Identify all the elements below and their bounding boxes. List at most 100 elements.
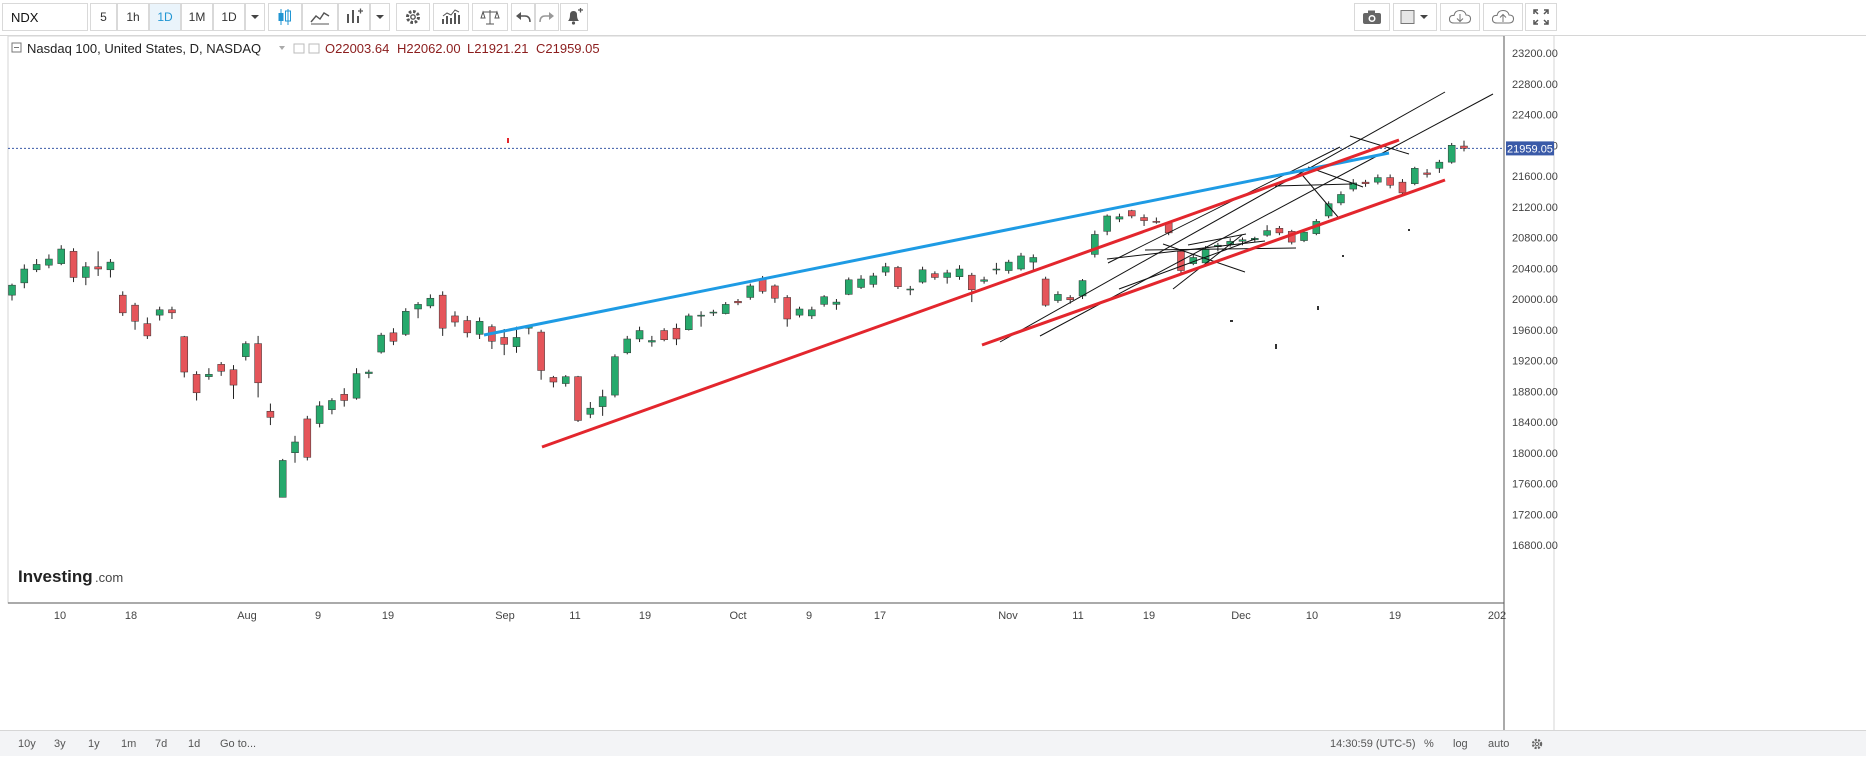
candle-body-up <box>155 309 164 316</box>
candle <box>118 291 127 316</box>
legend: Nasdaq 100, United States, D, NASDAQ O22… <box>11 41 600 56</box>
compare-dropdown[interactable] <box>370 3 390 31</box>
studies-button[interactable] <box>433 3 469 31</box>
candle <box>635 326 644 343</box>
price-tick-label: 20000.00 <box>1512 294 1558 306</box>
trendline-red-upper[interactable] <box>541 138 1400 449</box>
candle-body-down <box>672 327 681 340</box>
candle <box>1349 179 1357 192</box>
time-tick-label: 10 <box>1306 610 1318 622</box>
range-10y[interactable]: 10y <box>18 738 36 750</box>
candle <box>746 283 755 300</box>
percent-scale-toggle[interactable]: % <box>1424 738 1434 750</box>
candle <box>795 306 804 318</box>
create-alert-button[interactable] <box>560 3 588 31</box>
ohlc-high: H22062.00 <box>397 41 461 56</box>
candle <box>869 272 878 288</box>
toolbar: NDX 5 1h 1D 1M 1D <box>0 0 1866 36</box>
candle <box>537 329 545 380</box>
time-axis: 10 18 Aug 9 19 Sep 11 19 Oct 9 17 Nov 11 19 Dec 10 19 202 <box>54 610 1506 622</box>
candle-body-up <box>1337 194 1345 204</box>
candle-body-up <box>820 296 828 305</box>
candle <box>808 306 816 319</box>
candle <box>820 295 828 307</box>
range-7d[interactable]: 7d <box>155 738 168 750</box>
range-1d[interactable]: 1d <box>188 738 201 750</box>
interval-custom[interactable]: 1D <box>213 3 245 31</box>
candle-body-down <box>931 273 939 278</box>
fullscreen-button[interactable] <box>1525 3 1557 31</box>
clock-time: 14:30:59 (UTC-5) <box>1330 738 1416 750</box>
symbol-input[interactable]: NDX <box>2 3 88 31</box>
drawings[interactable] <box>483 91 1494 449</box>
candle-body-up <box>832 301 841 305</box>
interval-5m[interactable]: 5 <box>90 3 117 31</box>
load-chart-button[interactable] <box>1440 3 1480 31</box>
candle-body-up <box>45 258 53 266</box>
auto-scale-toggle[interactable]: auto <box>1488 738 1510 750</box>
candle-body-down <box>143 323 152 337</box>
redo-button[interactable] <box>535 3 559 31</box>
candle <box>155 306 164 321</box>
interval-1h[interactable]: 1h <box>117 3 149 31</box>
candle <box>1423 169 1431 178</box>
candle <box>180 335 189 378</box>
range-1m[interactable]: 1m <box>121 738 137 750</box>
candle-body-down <box>94 266 102 270</box>
chart-properties-button[interactable] <box>1530 735 1544 753</box>
candle <box>1263 225 1271 237</box>
range-1y[interactable]: 1y <box>88 738 100 750</box>
candle-body-up <box>721 304 730 314</box>
undo-button[interactable] <box>511 3 535 31</box>
candle <box>82 262 90 286</box>
compare-button[interactable] <box>338 3 370 31</box>
price-tick-label: 17600.00 <box>1512 479 1558 491</box>
candle-body-down <box>217 364 225 372</box>
candle-body-down <box>229 369 238 386</box>
candle-body-down <box>451 315 459 323</box>
candle-body-up <box>1103 215 1111 232</box>
layout-button[interactable] <box>1393 3 1437 31</box>
candle <box>1128 209 1136 219</box>
time-tick-label: 19 <box>382 610 394 622</box>
candlestick-icon <box>278 9 291 25</box>
chevron-down-icon <box>376 15 384 19</box>
eye-icon[interactable] <box>293 43 305 54</box>
goto-date-button[interactable]: Go to... <box>220 738 257 750</box>
log-scale-toggle[interactable]: log <box>1453 738 1468 750</box>
candle-body-up <box>402 311 410 335</box>
candle-body-up <box>611 356 619 396</box>
candle-body-down <box>1066 297 1074 301</box>
compare-symbols-button[interactable] <box>472 3 508 31</box>
chevron-down-icon <box>251 15 259 19</box>
trendline-blue[interactable] <box>483 151 1390 337</box>
cloud-upload-icon <box>1491 9 1515 24</box>
candles-chart-type-button[interactable] <box>268 3 302 31</box>
settings-small-icon[interactable] <box>308 43 320 54</box>
candle <box>340 388 348 407</box>
candle-body-up <box>685 315 693 331</box>
range-3y[interactable]: 3y <box>54 738 66 750</box>
snapshot-button[interactable] <box>1354 3 1390 31</box>
interval-1d-active[interactable]: 1D <box>149 3 181 31</box>
collapse-icon[interactable] <box>11 42 22 53</box>
interval-1m[interactable]: 1M <box>181 3 213 31</box>
save-chart-button[interactable] <box>1483 3 1523 31</box>
settings-button[interactable] <box>396 3 430 31</box>
candle-body-down <box>783 297 791 320</box>
candle <box>1324 201 1333 219</box>
candle <box>1091 230 1099 258</box>
time-tick-label: 17 <box>874 610 886 622</box>
candle <box>475 317 484 339</box>
candle-body-up <box>906 288 915 291</box>
candle-body-down <box>463 320 472 334</box>
interval-dropdown[interactable] <box>245 3 265 31</box>
price-chart[interactable]: 23200.0022800.0022400.0022000.0021600.00… <box>0 36 1866 730</box>
chevron-down-icon[interactable] <box>279 46 285 50</box>
candle <box>697 311 705 327</box>
candle-body-up <box>992 268 1001 271</box>
candle <box>992 262 1001 275</box>
trendline-red-lower[interactable] <box>981 178 1446 347</box>
indicators-button[interactable] <box>302 3 338 31</box>
gear-icon <box>1531 738 1543 750</box>
